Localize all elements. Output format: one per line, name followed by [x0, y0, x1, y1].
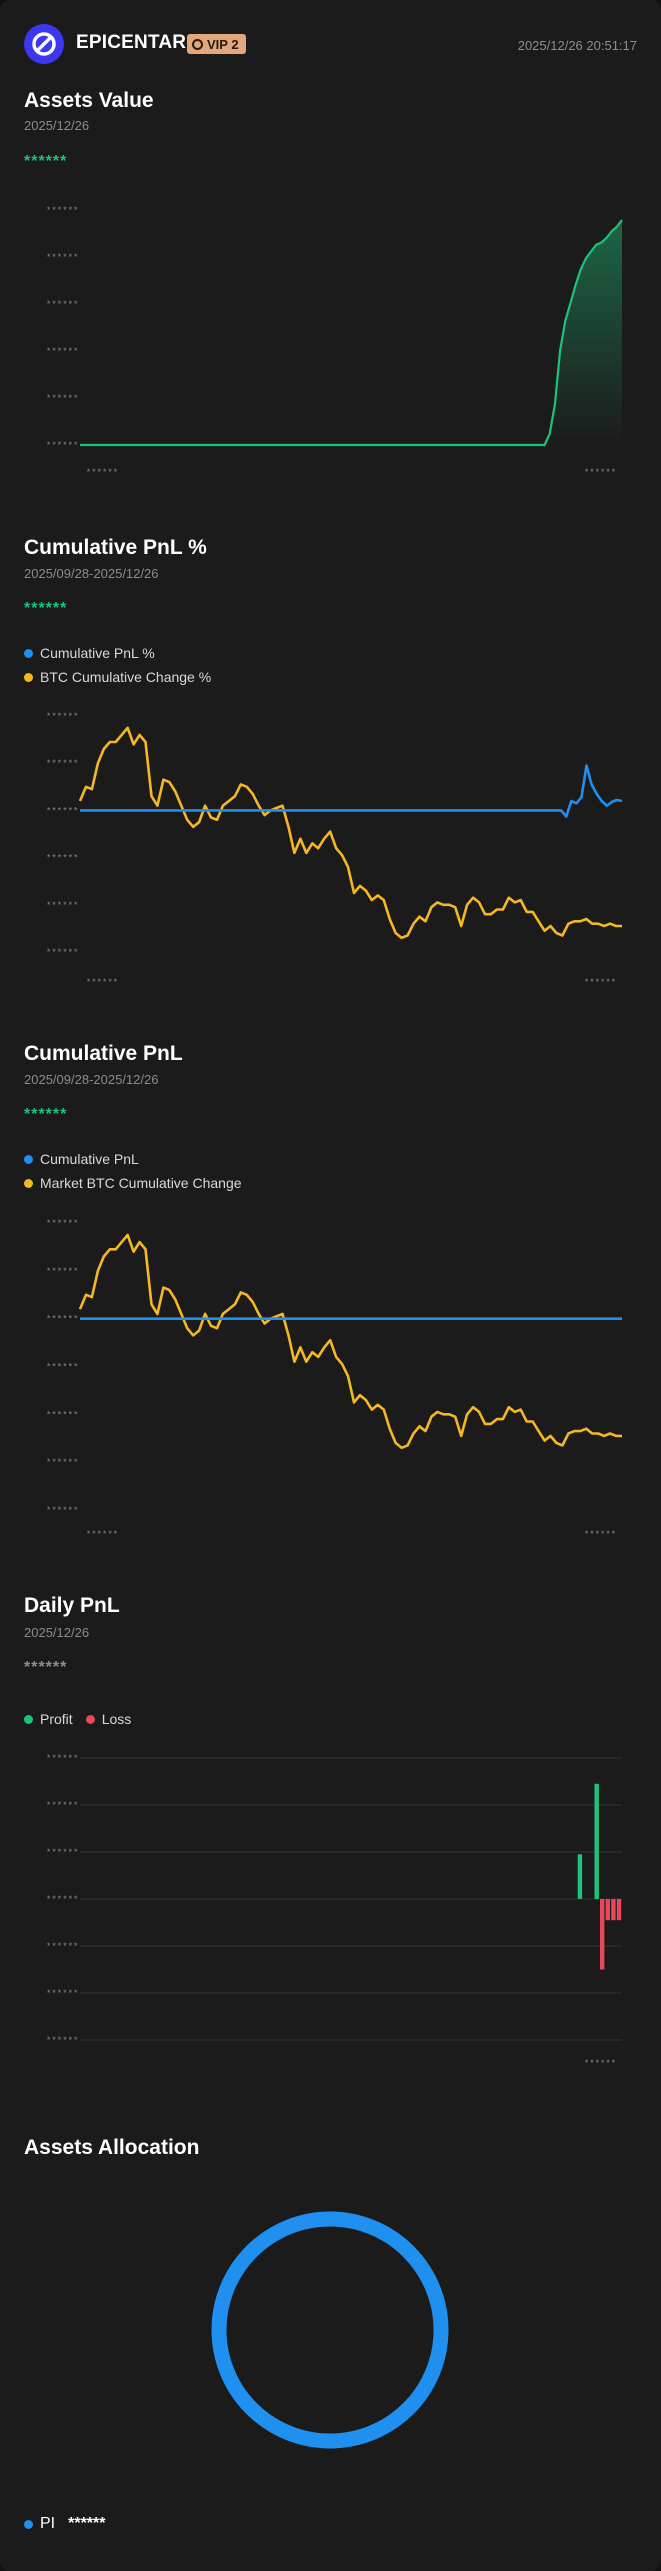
assets-allocation-title: Assets Allocation — [24, 2136, 200, 2159]
x-tick-label: ****** — [584, 978, 616, 988]
legend-dot-yellow — [24, 1178, 33, 1188]
legend-dot-blue — [24, 1154, 33, 1164]
cum-pnl-amount: ****** — [24, 1106, 68, 1123]
allocation-asset-value: ****** — [68, 2515, 106, 2532]
legend-dot-blue — [24, 2519, 33, 2529]
brand-name: EPICENTAR — [76, 32, 187, 53]
allocation-legend-item[interactable]: PI ****** — [24, 2515, 105, 2533]
legend-label: BTC Cumulative Change % — [40, 669, 212, 685]
cum-pnl-pct-amount: ****** — [24, 600, 68, 617]
assets-value-line — [80, 219, 623, 447]
legend-label: Profit — [40, 1711, 73, 1727]
legend-label: Cumulative PnL % — [40, 645, 155, 661]
timestamp: 2025/12/26 20:51:17 — [517, 38, 637, 53]
cum-pnl-title: Cumulative PnL — [24, 1042, 183, 1065]
legend-label: Market BTC Cumulative Change — [40, 1175, 242, 1191]
y-tick-label: ****** — [46, 300, 78, 310]
y-tick-label: ****** — [46, 1315, 78, 1325]
y-tick-label: ****** — [46, 1410, 78, 1420]
y-tick-label: ****** — [46, 1363, 78, 1373]
y-tick-label: ****** — [46, 806, 78, 816]
daily-pnl-chart: ****** ****** ****** ****** ****** ****** ****… — [46, 1754, 622, 2069]
y-tick-label: ****** — [46, 1895, 78, 1905]
y-tick-label: ****** — [46, 253, 78, 263]
assets-value-area — [80, 220, 622, 445]
no-sign-logo-icon — [24, 24, 64, 64]
y-tick-label: ****** — [46, 1458, 78, 1468]
cum-pnl-chart: ****** ****** ****** ****** ****** ****** ****… — [46, 1219, 622, 1540]
assets-allocation-donut — [211, 2211, 449, 2449]
assets-value-chart: ****** ****** ****** ****** ****** ****** ****… — [46, 206, 623, 478]
y-tick-label: ****** — [46, 854, 78, 864]
y-tick-label: ****** — [46, 394, 78, 404]
legend-profit[interactable]: Profit Loss — [24, 1711, 131, 1727]
x-tick-label: ****** — [584, 1530, 616, 1540]
y-tick-label: ****** — [46, 1754, 78, 1764]
pnl-series-line — [80, 764, 623, 818]
y-tick-label: ****** — [46, 948, 78, 958]
legend-label: Cumulative PnL — [40, 1151, 139, 1167]
loss-bar — [611, 1899, 616, 1921]
x-tick-label: ****** — [86, 1530, 118, 1540]
cum-pnl-pct-title: Cumulative PnL % — [24, 536, 207, 559]
vip-badge-icon — [192, 38, 203, 50]
loss-bar — [616, 1899, 622, 1921]
y-tick-label: ****** — [46, 712, 78, 722]
vip-badge: VIP 2 — [187, 34, 246, 54]
x-tick-label: ****** — [584, 468, 616, 478]
legend-label: Loss — [101, 1711, 132, 1727]
loss-bar — [600, 1899, 605, 1970]
y-tick-label: ****** — [46, 441, 78, 451]
cum-pnl-range: 2025/09/28-2025/12/26 — [24, 1072, 159, 1087]
y-tick-label: ****** — [46, 1848, 78, 1858]
legend-dot-blue — [24, 648, 33, 658]
x-tick-label: ****** — [584, 2059, 616, 2069]
legend-cum-pnl-pct[interactable]: Cumulative PnL % — [24, 645, 155, 661]
assets-value-title: Assets Value — [24, 89, 154, 112]
legend-dot-red — [85, 1714, 95, 1724]
daily-pnl-title: Daily PnL — [24, 1594, 120, 1617]
y-tick-label: ****** — [46, 1942, 78, 1952]
btc-series-line — [78, 1233, 622, 1450]
y-tick-label: ****** — [46, 347, 78, 357]
x-tick-label: ****** — [86, 978, 118, 988]
assets-value-date: 2025/12/26 — [24, 118, 90, 133]
cum-pnl-pct-chart: ****** ****** ****** ****** ****** ****** ****… — [46, 712, 623, 988]
y-tick-label: ****** — [46, 1989, 78, 1999]
daily-pnl-amount: ****** — [24, 1659, 68, 1676]
y-tick-label: ****** — [46, 901, 78, 911]
y-tick-label: ****** — [46, 206, 78, 216]
y-tick-label: ****** — [46, 1506, 78, 1516]
assets-value-amount: ****** — [24, 153, 68, 170]
allocation-slice-pi — [211, 2211, 449, 2449]
loss-bar — [605, 1899, 610, 1921]
btc-series-line — [78, 726, 622, 940]
daily-pnl-date: 2025/12/26 — [24, 1625, 90, 1640]
profit-bar — [594, 1783, 599, 1899]
legend-cum-pnl[interactable]: Cumulative PnL — [24, 1151, 139, 1167]
vip-label: VIP 2 — [207, 36, 239, 52]
y-tick-label: ****** — [46, 1267, 78, 1277]
legend-market-btc-change[interactable]: Market BTC Cumulative Change — [24, 1175, 242, 1191]
allocation-asset-label: PI — [40, 2515, 56, 2532]
x-tick-label: ****** — [86, 468, 118, 478]
legend-dot-green — [24, 1714, 33, 1724]
y-tick-label: ****** — [46, 759, 78, 769]
cum-pnl-pct-range: 2025/09/28-2025/12/26 — [24, 566, 159, 581]
y-tick-label: ****** — [46, 1801, 78, 1811]
y-tick-label: ****** — [46, 2036, 78, 2046]
y-tick-label: ****** — [46, 1219, 78, 1229]
header-bar: EPICENTAR VIP 2 2025/12/26 20:51:17 — [0, 0, 661, 90]
legend-btc-change-pct[interactable]: BTC Cumulative Change % — [24, 669, 211, 685]
profit-bar — [577, 1854, 583, 1899]
legend-dot-yellow — [24, 672, 33, 682]
